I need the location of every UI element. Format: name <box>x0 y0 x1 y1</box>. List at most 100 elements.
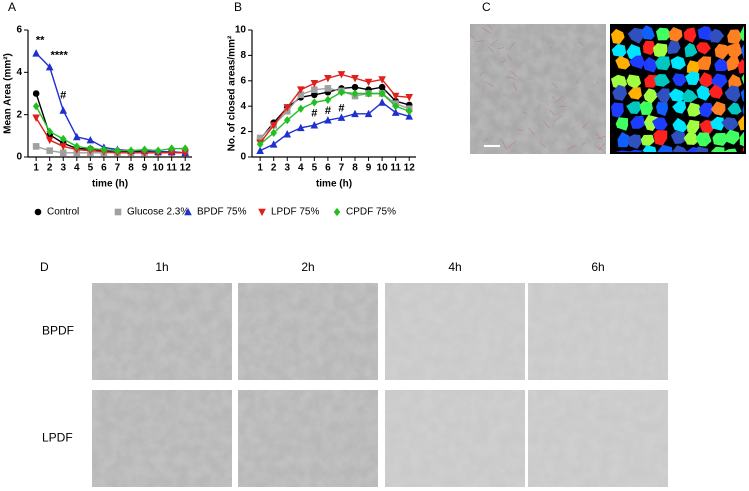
legend-marker <box>184 207 192 216</box>
segment <box>612 84 627 101</box>
x-tick-label: 4 <box>74 163 80 174</box>
marker <box>337 71 346 79</box>
cell-edge <box>509 42 515 50</box>
segment <box>708 84 723 99</box>
marker <box>59 106 68 114</box>
annotation: # <box>311 108 317 120</box>
segment <box>697 26 714 41</box>
marker <box>269 140 278 148</box>
cell-edge <box>554 95 564 104</box>
segment <box>630 115 646 129</box>
marker <box>154 146 162 155</box>
segment <box>617 132 631 148</box>
marker <box>270 128 277 137</box>
segment <box>657 144 673 152</box>
y-tick-label: 8 <box>240 50 246 61</box>
x-tick-label: 5 <box>312 163 318 174</box>
segment <box>696 85 711 101</box>
x-tick-label: 10 <box>153 163 165 174</box>
annotation: # <box>60 90 66 102</box>
segment <box>741 73 744 87</box>
cell-edge <box>481 26 492 35</box>
segment <box>672 145 688 152</box>
y-axis-label: No. of closed areas/mm² <box>227 35 238 151</box>
segment <box>642 57 657 73</box>
marker <box>59 134 67 144</box>
segment <box>672 100 687 114</box>
cell-edge <box>528 128 535 135</box>
segment <box>611 74 628 90</box>
marker <box>86 135 95 144</box>
cell-edge <box>501 59 507 64</box>
cell-edge <box>474 40 485 43</box>
segment <box>684 42 698 58</box>
marker <box>365 89 372 98</box>
segment <box>656 88 671 104</box>
marker <box>46 147 53 154</box>
x-tick-label: 5 <box>88 163 94 174</box>
marker <box>311 91 318 99</box>
segment <box>644 114 659 131</box>
annotation: # <box>338 103 344 115</box>
x-tick-label: 10 <box>377 163 389 174</box>
cell-edge <box>489 39 498 46</box>
segment <box>656 101 668 117</box>
marker <box>337 113 346 121</box>
cell-edge <box>598 143 606 151</box>
cell-edge <box>510 70 518 78</box>
segment <box>710 146 725 152</box>
y-tick-label: 6 <box>240 75 246 86</box>
micrograph-texture <box>92 283 232 380</box>
marker <box>324 85 332 92</box>
segment <box>627 150 642 152</box>
segment <box>681 89 698 103</box>
segment <box>708 28 725 43</box>
column-header: 2h <box>301 260 314 274</box>
marker <box>391 108 400 116</box>
segment <box>615 117 629 131</box>
legend-marker <box>333 207 341 217</box>
segment <box>627 27 645 44</box>
marker <box>405 94 414 102</box>
cell-edge <box>522 111 527 115</box>
x-axis-label: time (h) <box>92 179 128 190</box>
marker <box>351 74 359 83</box>
cell-edge <box>560 105 567 108</box>
cell-edge <box>497 47 505 49</box>
cell-edge <box>596 135 606 140</box>
cell-edge <box>553 115 564 122</box>
segment <box>687 102 702 117</box>
annotation: # <box>325 105 331 117</box>
segment <box>683 131 699 145</box>
y-tick-label: 10 <box>235 25 247 36</box>
y-tick-label: 0 <box>16 152 22 163</box>
marker <box>378 76 386 84</box>
segment <box>655 56 671 71</box>
segment <box>611 102 624 118</box>
marker <box>114 146 121 155</box>
micrograph-texture <box>385 283 525 380</box>
micrograph-texture <box>238 390 378 487</box>
marker <box>59 143 68 151</box>
segment <box>740 88 744 102</box>
marker <box>256 134 264 142</box>
x-tick-label: 9 <box>366 163 372 174</box>
marker <box>351 109 359 118</box>
cell-edge <box>512 82 518 92</box>
segment <box>640 134 655 147</box>
y-tick-label: 0 <box>240 152 246 163</box>
marker <box>168 144 175 153</box>
x-tick-label: 7 <box>115 163 121 174</box>
marker <box>324 74 332 83</box>
x-tick-label: 2 <box>47 163 53 174</box>
micrograph-texture <box>385 390 525 487</box>
segment <box>695 132 712 147</box>
x-tick-label: 1 <box>257 163 263 174</box>
legend-marker <box>34 208 42 216</box>
legend-label: CPDF 75% <box>346 207 396 218</box>
series-line <box>259 73 410 144</box>
x-tick-label: 8 <box>352 163 358 174</box>
marker <box>392 102 399 111</box>
micrograph-texture <box>470 24 606 154</box>
